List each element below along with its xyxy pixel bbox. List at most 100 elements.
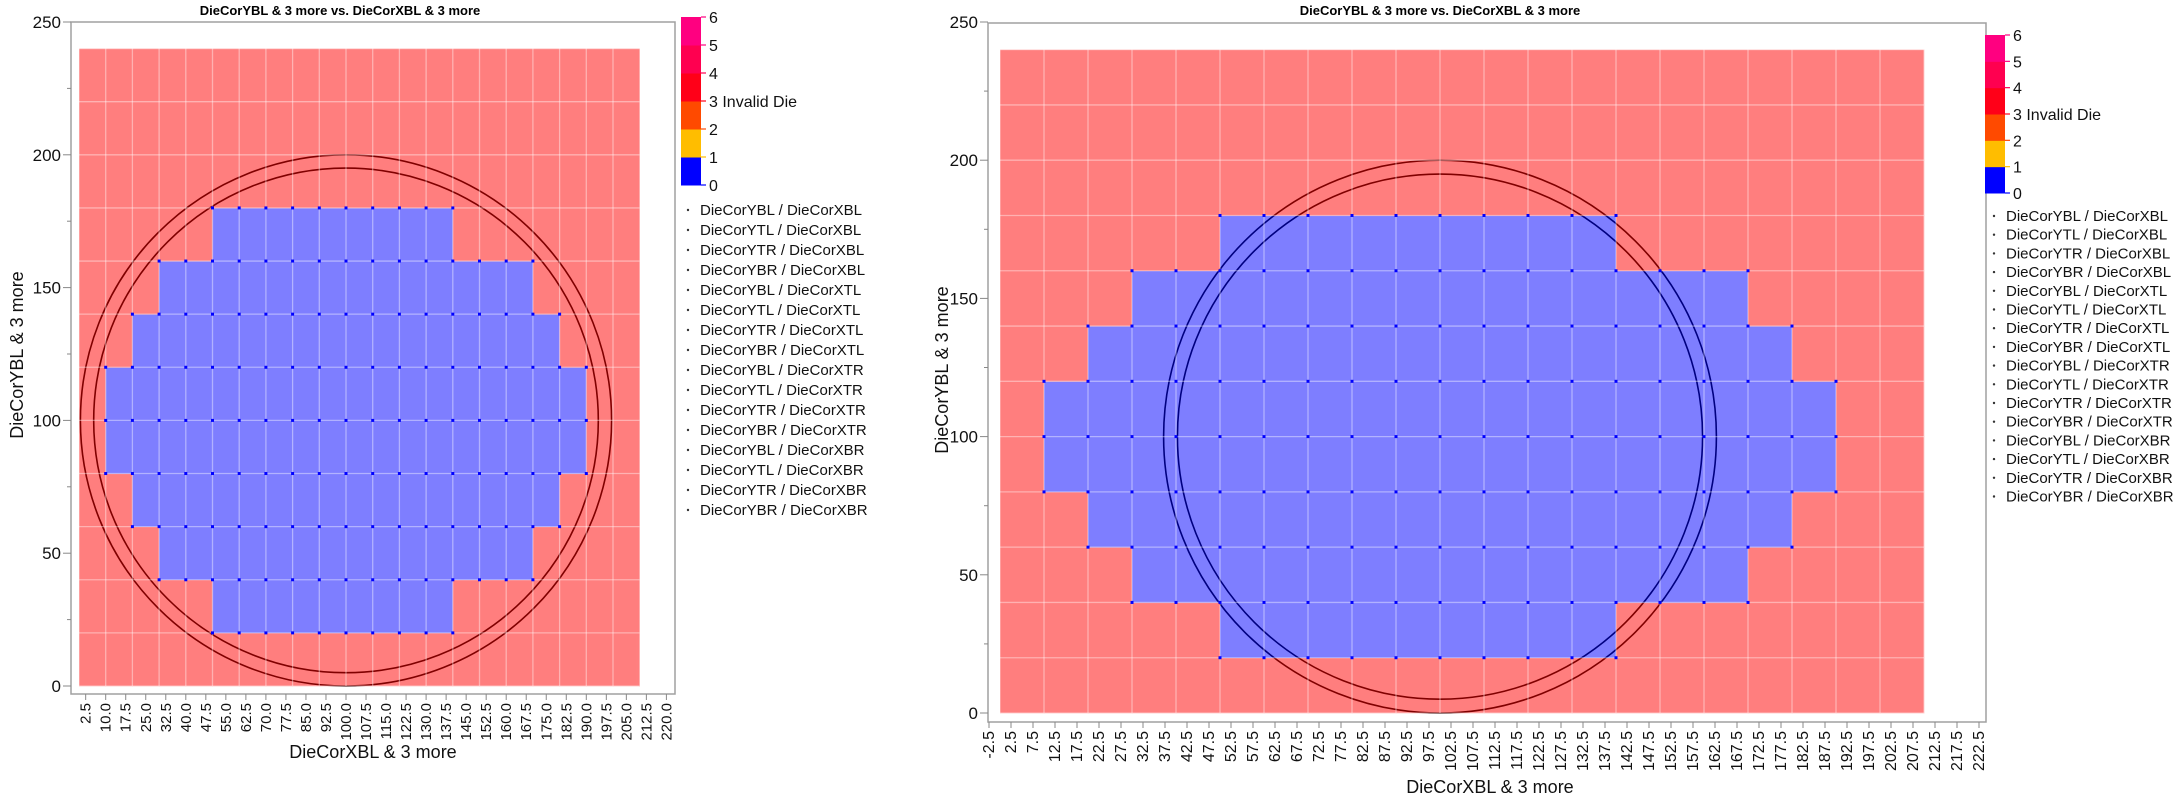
die-cell-invalid xyxy=(1264,657,1309,714)
die-cell-invalid xyxy=(1044,491,1089,548)
color-scale-band xyxy=(681,101,701,130)
legend-item[interactable]: DieCorYBR / DieCorXBL xyxy=(2006,264,2171,281)
x-tick-label: 97.5 xyxy=(1421,731,1438,762)
die-cell-valid xyxy=(292,526,320,581)
legend-item[interactable]: DieCorYBL / DieCorXBR xyxy=(2006,432,2171,449)
die-cell-invalid xyxy=(1616,104,1661,161)
die-cell-valid xyxy=(399,367,427,421)
die-cell-invalid xyxy=(586,207,614,262)
die-corner-point xyxy=(1570,324,1574,328)
die-corner-point xyxy=(558,365,562,369)
die-corner-point xyxy=(397,418,401,422)
die-corner-point xyxy=(1218,379,1222,383)
legend-item[interactable]: DieCorYTR / DieCorXBR xyxy=(2006,470,2173,487)
die-cell-valid xyxy=(239,579,267,634)
die-cell-valid xyxy=(1528,270,1573,327)
die-cell-valid xyxy=(1132,491,1177,548)
die-cell-invalid xyxy=(319,632,347,687)
legend-item[interactable]: DieCorYBL / DieCorXBR xyxy=(700,442,865,459)
legend-item[interactable]: DieCorYTL / DieCorXTL xyxy=(700,302,860,319)
die-corner-point xyxy=(424,312,428,316)
legend-item[interactable]: DieCorYBR / DieCorXTR xyxy=(700,422,867,439)
die-cell-invalid xyxy=(1176,160,1221,216)
die-corner-point xyxy=(451,525,455,529)
legend-item[interactable]: DieCorYTR / DieCorXTL xyxy=(2006,320,2169,337)
legend-item[interactable]: DieCorYBL / DieCorXTR xyxy=(2006,358,2170,375)
die-cell-valid xyxy=(159,526,187,581)
legend-item[interactable]: DieCorYBL / DieCorXBL xyxy=(2006,208,2168,225)
color-scale-label: 5 xyxy=(2013,54,2022,71)
die-corner-point xyxy=(424,631,428,635)
die-cell-invalid xyxy=(1836,436,1881,493)
die-cell-invalid xyxy=(79,314,106,368)
legend-item[interactable]: DieCorYTR / DieCorXBL xyxy=(2006,245,2170,262)
legend-item[interactable]: DieCorYTR / DieCorXTR xyxy=(700,402,866,419)
die-corner-point xyxy=(1350,324,1354,328)
x-tick-label: 222.5 xyxy=(1971,731,1988,771)
die-corner-point xyxy=(1570,545,1574,549)
die-corner-point xyxy=(1262,269,1266,273)
legend-item[interactable]: DieCorYTR / DieCorXBL xyxy=(700,242,864,259)
legend-item[interactable]: DieCorYTL / DieCorXBR xyxy=(2006,451,2170,468)
legend-item[interactable]: DieCorYBL / DieCorXTR xyxy=(700,362,864,379)
legend-item[interactable]: DieCorYTR / DieCorXBR xyxy=(700,482,867,499)
legend-item[interactable]: DieCorYTL / DieCorXBL xyxy=(700,222,861,239)
die-cell-valid xyxy=(265,261,293,315)
legend-item[interactable]: DieCorYTL / DieCorXBR xyxy=(700,462,864,479)
legend-item[interactable]: DieCorYBR / DieCorXBR xyxy=(700,502,868,519)
die-cell-invalid xyxy=(1176,49,1221,106)
die-cell-valid xyxy=(452,367,480,421)
die-cell-invalid xyxy=(1396,160,1441,216)
die-cell-valid xyxy=(1264,215,1309,272)
die-cell-valid xyxy=(159,314,187,368)
die-cell-invalid xyxy=(1836,270,1881,327)
die-cell-invalid xyxy=(613,420,640,474)
x-tick-label: 72.5 xyxy=(1311,731,1328,762)
die-cell-valid xyxy=(1528,491,1573,548)
legend-item[interactable]: DieCorYBR / DieCorXTL xyxy=(2006,339,2170,356)
legend-item[interactable]: DieCorYTR / DieCorXTL xyxy=(700,322,863,339)
legend-item[interactable]: DieCorYTR / DieCorXTR xyxy=(2006,395,2172,412)
legend-item[interactable]: DieCorYTL / DieCorXBL xyxy=(2006,227,2167,244)
legend-item[interactable]: DieCorYTL / DieCorXTL xyxy=(2006,302,2166,319)
legend-item[interactable]: DieCorYBR / DieCorXTL xyxy=(700,342,864,359)
die-corner-point xyxy=(1526,213,1530,217)
die-cell-invalid xyxy=(479,101,507,156)
die-corner-points xyxy=(1042,213,1838,660)
die-cell-invalid xyxy=(1836,381,1881,437)
die-corner-point xyxy=(1394,324,1398,328)
die-cell-invalid xyxy=(79,632,106,687)
die-corner-point xyxy=(1526,269,1530,273)
legend-item[interactable]: DieCorYTL / DieCorXTR xyxy=(2006,376,2169,393)
series-legend: DieCorYBL / DieCorXBL DieCorYTL / DieCorX… xyxy=(686,202,868,519)
legend-marker-icon xyxy=(686,328,690,332)
die-corner-point xyxy=(130,312,134,316)
die-corner-point xyxy=(291,472,295,476)
die-cell-valid xyxy=(265,420,293,474)
die-cell-valid xyxy=(185,261,213,315)
die-cell-invalid xyxy=(1660,215,1705,272)
x-tick-label: -2.5 xyxy=(981,731,998,759)
die-cell-invalid xyxy=(506,632,534,687)
die-cell-valid xyxy=(1352,491,1397,548)
color-scale-band xyxy=(681,17,701,46)
legend-item[interactable]: DieCorYTL / DieCorXTR xyxy=(700,382,863,399)
x-tick-label: 2.5 xyxy=(1003,731,1020,753)
die-cell-valid xyxy=(452,473,480,527)
legend-item[interactable]: DieCorYBR / DieCorXBL xyxy=(700,262,865,279)
die-corner-point xyxy=(1746,269,1750,273)
die-corner-point xyxy=(157,418,161,422)
die-cell-valid xyxy=(506,420,534,474)
legend-item[interactable]: DieCorYBR / DieCorXTR xyxy=(2006,414,2173,431)
legend-item[interactable]: DieCorYBL / DieCorXTL xyxy=(700,282,861,299)
legend-item[interactable]: DieCorYBL / DieCorXBL xyxy=(700,202,862,219)
die-cell-valid xyxy=(292,207,320,262)
legend-item[interactable]: DieCorYBR / DieCorXBR xyxy=(2006,489,2174,506)
die-cell-invalid xyxy=(532,526,560,581)
die-cell-invalid xyxy=(1704,49,1749,106)
x-tick-label: 2.5 xyxy=(78,703,95,724)
die-corner-point xyxy=(211,206,214,210)
die-corner-point xyxy=(211,472,214,476)
legend-item[interactable]: DieCorYBL / DieCorXTL xyxy=(2006,283,2167,300)
die-cell-valid xyxy=(265,473,293,527)
